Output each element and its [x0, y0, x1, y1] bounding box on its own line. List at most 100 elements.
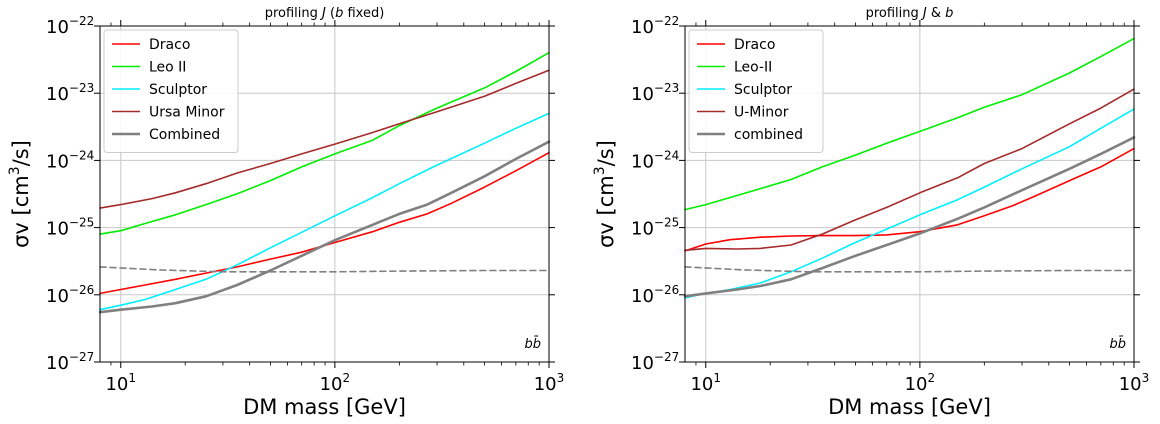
panel1-legend-label-ursa-minor: Ursa Minor [149, 105, 225, 121]
panel1-y-tick-label-base: 10 [46, 151, 69, 172]
panel1-y-axis-label: σv [cm3/s] [7, 140, 33, 248]
panel2-x-tick-label-0: 101 [690, 371, 721, 395]
panel1-x-tick-label-exp: 3 [557, 371, 565, 385]
panel2-y-tick-label-0: 10−27 [631, 350, 679, 374]
panel2-y-tick-label-3: 10−24 [631, 148, 679, 172]
panel1-x-tick-label-1: 102 [320, 371, 351, 395]
panel2-series-u-minor-line [684, 88, 1135, 252]
panel2-annotation: bb̄ [1109, 337, 1126, 352]
panel2-x-tick-label-exp: 3 [1142, 371, 1150, 385]
panel1-x-axis-label: DM mass [GeV] [243, 395, 406, 419]
panel2-y-tick-label-exp: −26 [654, 283, 679, 297]
panel1-x-tick-label-base: 10 [320, 374, 343, 395]
panel2-series-combined-line [683, 136, 1136, 298]
panel2-title-part: b [945, 6, 953, 21]
panel2-y-tick-label-exp: −22 [654, 14, 679, 28]
panel1-y-tick-label-base: 10 [46, 353, 69, 374]
panel2-x-tick-label-exp: 2 [928, 371, 936, 385]
panel2-legend-label-combined: combined [734, 127, 803, 143]
panel2-x-tick-label-base: 10 [690, 374, 713, 395]
panel1-series-combined-line [98, 140, 551, 314]
panel2-y-tick-label-2: 10−25 [631, 216, 679, 240]
panel2-y-tick-label-base: 10 [631, 353, 654, 374]
panel2-series-leo-ii-line [684, 37, 1135, 211]
panel1-annotation: bb̄ [524, 337, 541, 352]
panel2-x-tick-label-2: 103 [1119, 371, 1150, 395]
panel2-title-part: J [920, 6, 927, 21]
panel2-y-axis-label-main: σv [cm [594, 175, 618, 248]
panel1-y-tick-label-exp: −27 [69, 350, 94, 364]
panel1-x-tick-label-base: 10 [105, 374, 128, 395]
panel2-y-tick-label-base: 10 [631, 286, 654, 307]
panel1-y-tick-label-base: 10 [46, 286, 69, 307]
panel1-x-tick-label-exp: 1 [128, 371, 136, 385]
panel1-axes-frame [99, 25, 550, 363]
panel2-y-tick-label-base: 10 [631, 17, 654, 38]
panel2-legend-label-draco: Draco [734, 37, 775, 53]
panel1-y-tick-label-exp: −23 [69, 81, 94, 95]
panel1-y-axis-label-tail: /s] [9, 140, 33, 166]
panel2-y-tick-label-4: 10−23 [631, 81, 679, 105]
panel1-series-sculptor-line [99, 112, 550, 311]
panel2-legend-label-sculptor: Sculptor [734, 82, 792, 98]
panel1-y-tick-label-base: 10 [46, 84, 69, 105]
panel1-title: profiling J (b fixed) [265, 6, 385, 21]
panel1-y-tick-label-exp: −25 [69, 216, 94, 230]
panel1-x-tick-label-2: 103 [534, 371, 565, 395]
panel1-y-tick-label-exp: −22 [69, 14, 94, 28]
panel2-x-tick-label-base: 10 [905, 374, 928, 395]
panel1-title-part: fixed) [343, 6, 384, 21]
panel2-x-tick-label-base: 10 [1119, 374, 1142, 395]
panel2-y-tick-label-exp: −27 [654, 350, 679, 364]
panel2-x-axis-label: DM mass [GeV] [828, 395, 991, 419]
panel2-y-axis-label: σv [cm3/s] [592, 140, 618, 248]
panel2-y-tick-label-exp: −24 [654, 148, 679, 162]
panel2-y-tick-label-base: 10 [631, 151, 654, 172]
panel2-title-part: & [927, 6, 945, 21]
panel1-y-tick-label-base: 10 [46, 219, 69, 240]
panel1-y-tick-label-0: 10−27 [46, 350, 94, 374]
panel1-series-leo-ii-line [99, 51, 550, 235]
panel2-legend-box [688, 29, 824, 153]
panel1-y-tick-label-5: 10−22 [46, 14, 94, 38]
panel1-title-part: profiling [265, 6, 322, 21]
panel2-y-tick-label-exp: −25 [654, 216, 679, 230]
panel1-series-threshold-dashed-line [99, 266, 550, 273]
panel2-y-tick-label-base: 10 [631, 219, 654, 240]
panel1-legend-label-sculptor: Sculptor [149, 82, 207, 98]
panel1-y-tick-label-4: 10−23 [46, 81, 94, 105]
panel1-title-part: b [335, 6, 343, 21]
panel1-title-part: J [319, 6, 326, 21]
panel1-legend-label-combined: Combined [149, 127, 220, 143]
panel1-y-tick-label-base: 10 [46, 17, 69, 38]
panel2-title-part: profiling [866, 6, 923, 21]
panel1-series-ursa-minor-line [99, 69, 550, 209]
panel2-y-tick-label-exp: −23 [654, 81, 679, 95]
panel2-series-draco-line [684, 147, 1135, 252]
panel1-y-axis-label-exp: 3 [7, 166, 23, 175]
panel2-y-tick-label-5: 10−22 [631, 14, 679, 38]
panel1-y-tick-label-exp: −24 [69, 148, 94, 162]
panel2-y-axis-label-tail: /s] [594, 140, 618, 166]
panel1-x-tick-label-base: 10 [534, 374, 557, 395]
panel1-legend-label-leo-ii: Leo II [149, 60, 186, 76]
panel2-y-tick-label-base: 10 [631, 84, 654, 105]
panel1-y-tick-label-1: 10−26 [46, 283, 94, 307]
panel2-title: profiling J & b [866, 6, 954, 21]
panel1-title-part: ( [326, 6, 335, 21]
panel1-y-tick-label-3: 10−24 [46, 148, 94, 172]
panel1-y-tick-label-exp: −26 [69, 283, 94, 297]
panel2-x-tick-label-exp: 1 [713, 371, 721, 385]
panel1-legend-label-draco: Draco [149, 37, 190, 53]
panel2-y-tick-label-1: 10−26 [631, 283, 679, 307]
panel2-x-tick-label-1: 102 [905, 371, 936, 395]
panel1-x-tick-label-exp: 2 [343, 371, 351, 385]
panel1-x-tick-label-0: 101 [105, 371, 136, 395]
panel2-legend-label-leo-ii: Leo-II [734, 60, 772, 76]
panel2-legend-label-u-minor: U-Minor [734, 105, 789, 121]
panel1-legend-box [103, 29, 239, 153]
panel1-y-axis-label-main: σv [cm [9, 175, 33, 248]
panel2-series-sculptor-line [684, 108, 1135, 299]
